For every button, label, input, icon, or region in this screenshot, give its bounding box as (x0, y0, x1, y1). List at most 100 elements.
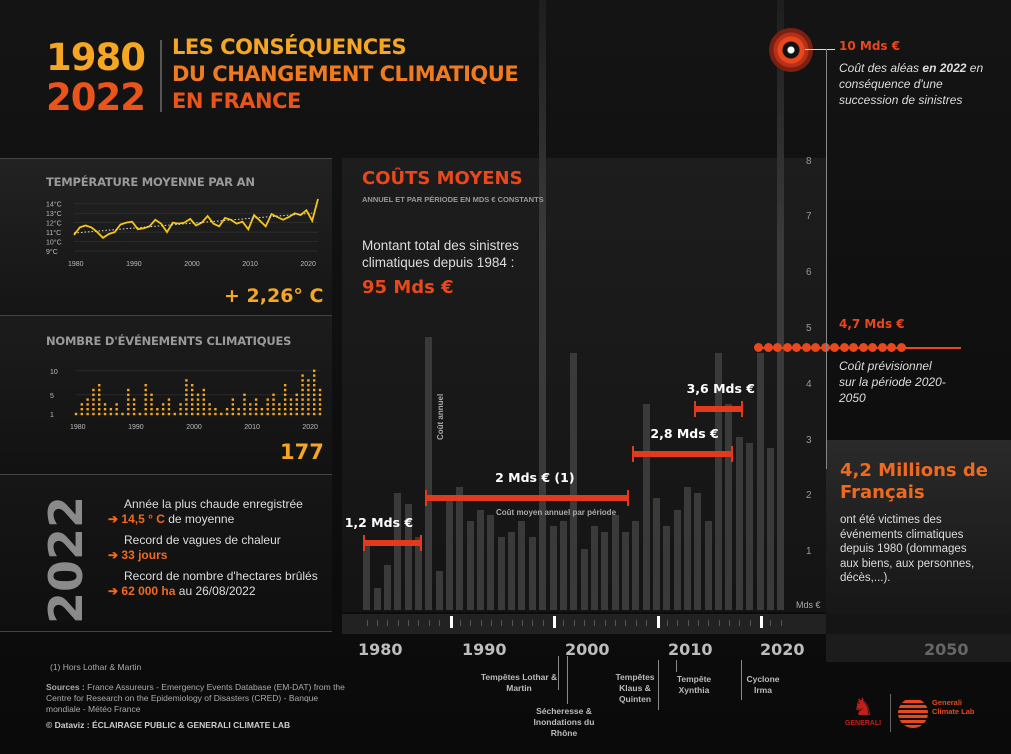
period-cost-label: Coût moyen annuel par période (496, 508, 617, 517)
period-segment (362, 540, 423, 547)
event-dot (80, 412, 84, 416)
timeline-tick (584, 620, 586, 626)
event-dot (278, 412, 281, 416)
event-dot (289, 412, 293, 416)
event-dot (295, 393, 298, 396)
event-dot (312, 388, 316, 392)
record-suffix: au 26/08/2022 (178, 584, 256, 598)
event-dot (185, 398, 188, 401)
timeline-tick (366, 620, 368, 626)
x-tick-label: 2020 (300, 261, 316, 268)
event-dot (301, 403, 304, 406)
event-dot (196, 398, 200, 401)
event-dot (214, 408, 217, 411)
event-dot (318, 408, 322, 411)
event-dot (150, 398, 153, 401)
event-dot (249, 403, 252, 406)
event-dot (156, 408, 159, 411)
event-dot (150, 408, 153, 411)
event-dot (185, 384, 188, 387)
event-dot (167, 403, 171, 406)
event-dot (283, 398, 287, 401)
event-dot (295, 398, 298, 401)
timeline-tick (428, 620, 430, 626)
event-dot (272, 408, 275, 411)
timeline-tick (553, 616, 556, 628)
event-dot (202, 388, 206, 392)
event-dot (243, 412, 246, 416)
event-dot (243, 403, 246, 406)
timeline-tick (532, 620, 534, 626)
x-tick-label: 1990 (126, 261, 142, 268)
event-dot (266, 408, 269, 411)
records-list: Année la plus chaude enregistrée ➔ 14,5 … (108, 497, 328, 599)
event-dot (185, 403, 188, 406)
event-dot (260, 408, 264, 411)
event-label: Tempêtes Klaus & Quinten (615, 672, 655, 704)
event-dot (283, 388, 287, 392)
event-dot (92, 412, 95, 416)
event-dot (312, 384, 316, 387)
forecast-dot (801, 342, 811, 352)
event-dot (167, 412, 171, 416)
event-dot (307, 412, 310, 416)
event-dot (243, 408, 246, 411)
event-dot (80, 403, 84, 406)
credit: © Dataviz : ÉCLAIRAGE PUBLIC & GENERALI … (46, 720, 291, 730)
event-dot (301, 379, 304, 382)
event-label: Tempête Xynthia (676, 674, 712, 695)
y-tick-label: 10°C (46, 239, 62, 247)
sources-text: France Assureurs - Emergency Events Data… (46, 682, 345, 714)
events-panel: NOMBRE D'ÉVÉNEMENTS CLIMATIQUES 10 5 1 1980… (0, 315, 332, 474)
event-dot (301, 408, 304, 411)
climate-lab-icon (898, 698, 928, 728)
event-dot (254, 398, 258, 401)
event-dot (150, 393, 153, 396)
event-dot (144, 384, 147, 387)
y-tick-label: 2 (806, 490, 812, 502)
forecast-text: Coût prévisionnel sur la période 2020-20… (839, 359, 946, 405)
event-dot (318, 393, 322, 396)
timeline-tick (635, 620, 637, 626)
cost-bar (518, 520, 526, 610)
cost-bar (611, 515, 619, 610)
x-tick-label: 1980 (68, 261, 84, 268)
event-dot (190, 412, 194, 416)
y-tick-label: 5 (806, 323, 812, 334)
event-dot (185, 388, 188, 392)
event-dot (115, 412, 118, 416)
event-dot (144, 393, 147, 396)
event-dot (243, 398, 246, 401)
event-dot (237, 412, 240, 416)
timeline-tick (780, 620, 782, 626)
event-dot (190, 384, 194, 387)
event-dot (173, 412, 176, 416)
annual-cost-label: Coût annuel (436, 393, 445, 440)
sources-label: Sources : (46, 682, 85, 692)
record-value: 14,5 ° C (121, 512, 165, 526)
title-line2: DU CHANGEMENT CLIMATIQUE (172, 62, 519, 86)
event-dot (144, 403, 147, 406)
event-dot (92, 393, 95, 396)
y-tick-label: 8 (806, 155, 812, 167)
forecast-dot (763, 342, 773, 352)
cost-bar (580, 548, 588, 610)
peak-value: 10 Mds € (839, 39, 901, 53)
y-tick-label: 3 (806, 434, 812, 446)
event-dot (190, 408, 194, 411)
event-dot (179, 403, 182, 406)
temperature-title: TEMPÉRATURE MOYENNE PAR AN (46, 175, 255, 189)
event-dot (121, 412, 124, 416)
y-tick-label: 6 (806, 267, 812, 279)
timeline-tick (490, 620, 492, 626)
event-dot (249, 412, 252, 416)
climate-lab-logo: Generali Climate Lab (932, 698, 975, 716)
timeline-year: 2050 (924, 640, 969, 659)
event-dot (307, 398, 310, 401)
timeline-ticks (342, 616, 826, 630)
generali-logo: ♞ GENERALI (842, 696, 884, 730)
event-dot (260, 412, 264, 416)
event-dot (295, 408, 298, 411)
forecast-dot (792, 342, 801, 352)
event-dot (156, 412, 159, 416)
